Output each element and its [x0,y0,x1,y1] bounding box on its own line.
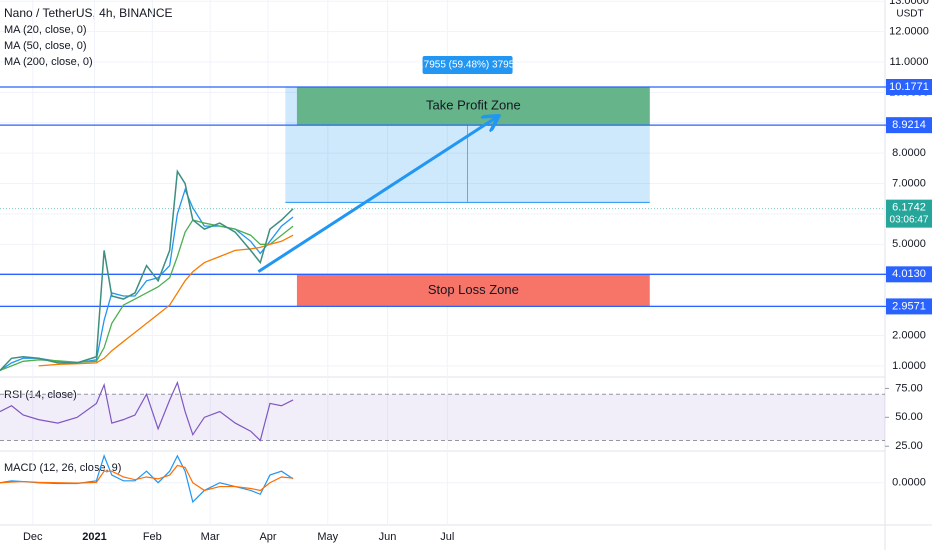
rsi-tick-label: 25.00 [895,440,923,452]
zone [296,274,650,307]
x-tick-label: Dec [23,531,43,543]
macd-tick-label: 0.0000 [892,477,926,489]
x-tick-label: May [317,531,338,543]
projection-label: 3.7955 (59.48%) 37955 [415,60,520,71]
price-line [0,169,294,371]
macd-label: MACD (12, 26, close, 9) [4,462,121,474]
y-tick-label: 7.0000 [892,177,926,189]
rsi-band [0,394,885,441]
rsi-label: RSI (14, close) [4,389,77,401]
arrow [257,117,497,273]
y-tick-label: 11.0000 [890,56,929,68]
legend-entry: MA (20, close, 0) [4,24,87,36]
ma-line [0,219,294,372]
x-tick-label: 2021 [82,531,106,543]
y-tick-label: 13.0000 [889,0,929,7]
last-price-box [886,199,932,228]
level-label: 8.9214 [892,119,926,131]
y-tick-label: 1.0000 [892,360,926,372]
y-tick-label: 12.0000 [889,26,929,38]
level-label: 2.9571 [892,300,926,312]
level-label-box [886,79,932,96]
y-tick-label: 5.0000 [892,238,926,250]
projection-label-box [422,56,513,75]
level-label-box [886,298,932,315]
x-tick-label: Feb [143,531,162,543]
macd-line [0,454,294,504]
x-tick-label: Mar [201,531,220,543]
zone [296,87,650,126]
ma-line [38,234,294,367]
level-label: 10.1771 [889,81,929,93]
x-tick-label: Jul [440,531,454,543]
countdown: 03:06:47 [890,214,929,225]
zone-label: Stop Loss Zone [428,282,519,297]
y-tick-label: 8.0000 [892,147,926,159]
axis-unit: USDT [896,9,923,20]
rsi-tick-label: 50.00 [895,411,923,423]
last-price-label: 6.1742 [892,202,926,214]
rsi-line [0,380,294,442]
rsi-tick-label: 75.00 [895,382,923,394]
macd-line [0,464,294,492]
zone-label: Take Profit Zone [426,98,521,113]
level-label-box [886,117,932,134]
legend-entry: MA (50, close, 0) [4,40,87,52]
y-tick-label: 2.0000 [892,329,926,341]
legend-entry: MA (200, close, 0) [4,56,93,68]
x-tick-label: Apr [259,531,276,543]
level-label: 4.0130 [892,268,926,280]
x-tick-label: Jun [379,531,397,543]
level-label-box [886,266,932,283]
chart-title: Nano / TetherUS, 4h, BINANCE [4,6,173,20]
